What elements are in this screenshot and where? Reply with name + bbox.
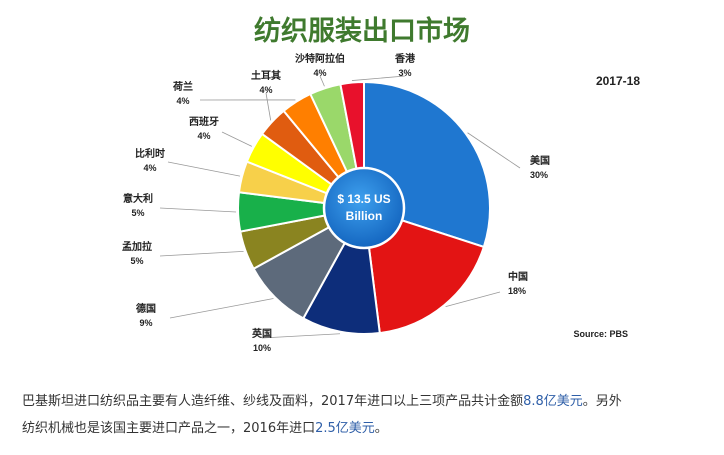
chart-title: 纺织服装出口市场 [254,15,470,47]
leader-lines [159,75,521,339]
slice-value-9: 4% [259,85,272,95]
slice-label-12: 香港 [395,52,416,65]
slice-label-5: 孟加拉 [122,240,152,253]
slice-label-11: 沙特阿拉伯 [295,52,345,65]
caption-line2-end: 。 [374,421,388,436]
slice-label-9: 土耳其 [251,69,281,82]
slice-labels: 美国30%中国18%英国10%德国9%孟加拉5%意大利5%比利时4%西班牙4%土… [122,52,550,353]
caption-line1-text: 巴基斯坦进口纺织品主要有人造纤维、纱线及面料，2017年进口以上三项产品共计金额 [22,394,524,409]
slice-value-2: 18% [508,286,526,296]
leader-line-7 [167,161,241,177]
pie-slice-2 [362,206,486,335]
slice-value-10: 4% [176,96,189,106]
center-label-line2: Billion [346,209,383,223]
leader-line-5 [159,250,244,257]
leader-line-2 [445,291,501,308]
slice-label-2: 中国 [508,270,528,283]
chart-year: 2017-18 [596,74,640,88]
slice-value-3: 10% [253,343,271,353]
slice-label-6: 意大利 [123,192,153,205]
slice-value-6: 5% [131,208,144,218]
slice-value-5: 5% [130,256,143,266]
center-circle [322,166,406,250]
caption-highlight-machinery: 2.5亿美元 [315,421,375,436]
slice-value-7: 4% [143,163,156,173]
leader-line-11 [319,75,325,87]
leader-line-12 [351,75,406,81]
caption-line2-text: 纺织机械也是该国主要进口产品之一，2016年进口 [22,421,316,436]
slice-label-8: 西班牙 [189,115,219,128]
slice-value-8: 4% [197,131,210,141]
leader-line-4 [169,298,274,319]
caption-line1-end: 。另外 [582,394,622,409]
caption: 巴基斯坦进口纺织品主要有人造纤维、纱线及面料，2017年进口以上三项产品共计金额… [22,388,712,442]
slice-label-3: 英国 [251,327,272,340]
slice-label-4: 德国 [135,302,156,315]
leader-line-3 [261,333,341,339]
caption-highlight-textile: 8.8亿美元 [523,394,583,409]
center-label-line1: $ 13.5 US [337,192,390,206]
slice-label-7: 比利时 [135,147,165,160]
leader-line-1 [467,132,521,169]
leader-line-8 [221,131,253,147]
slice-value-11: 4% [313,68,326,78]
slice-label-10: 荷兰 [172,80,193,93]
leader-line-6 [159,207,237,213]
slice-label-1: 美国 [530,154,550,167]
slice-value-4: 9% [139,318,152,328]
chart-source: Source: PBS [573,329,628,339]
slice-value-1: 30% [530,170,548,180]
slice-value-12: 3% [398,68,411,78]
leader-line-9 [265,92,272,121]
